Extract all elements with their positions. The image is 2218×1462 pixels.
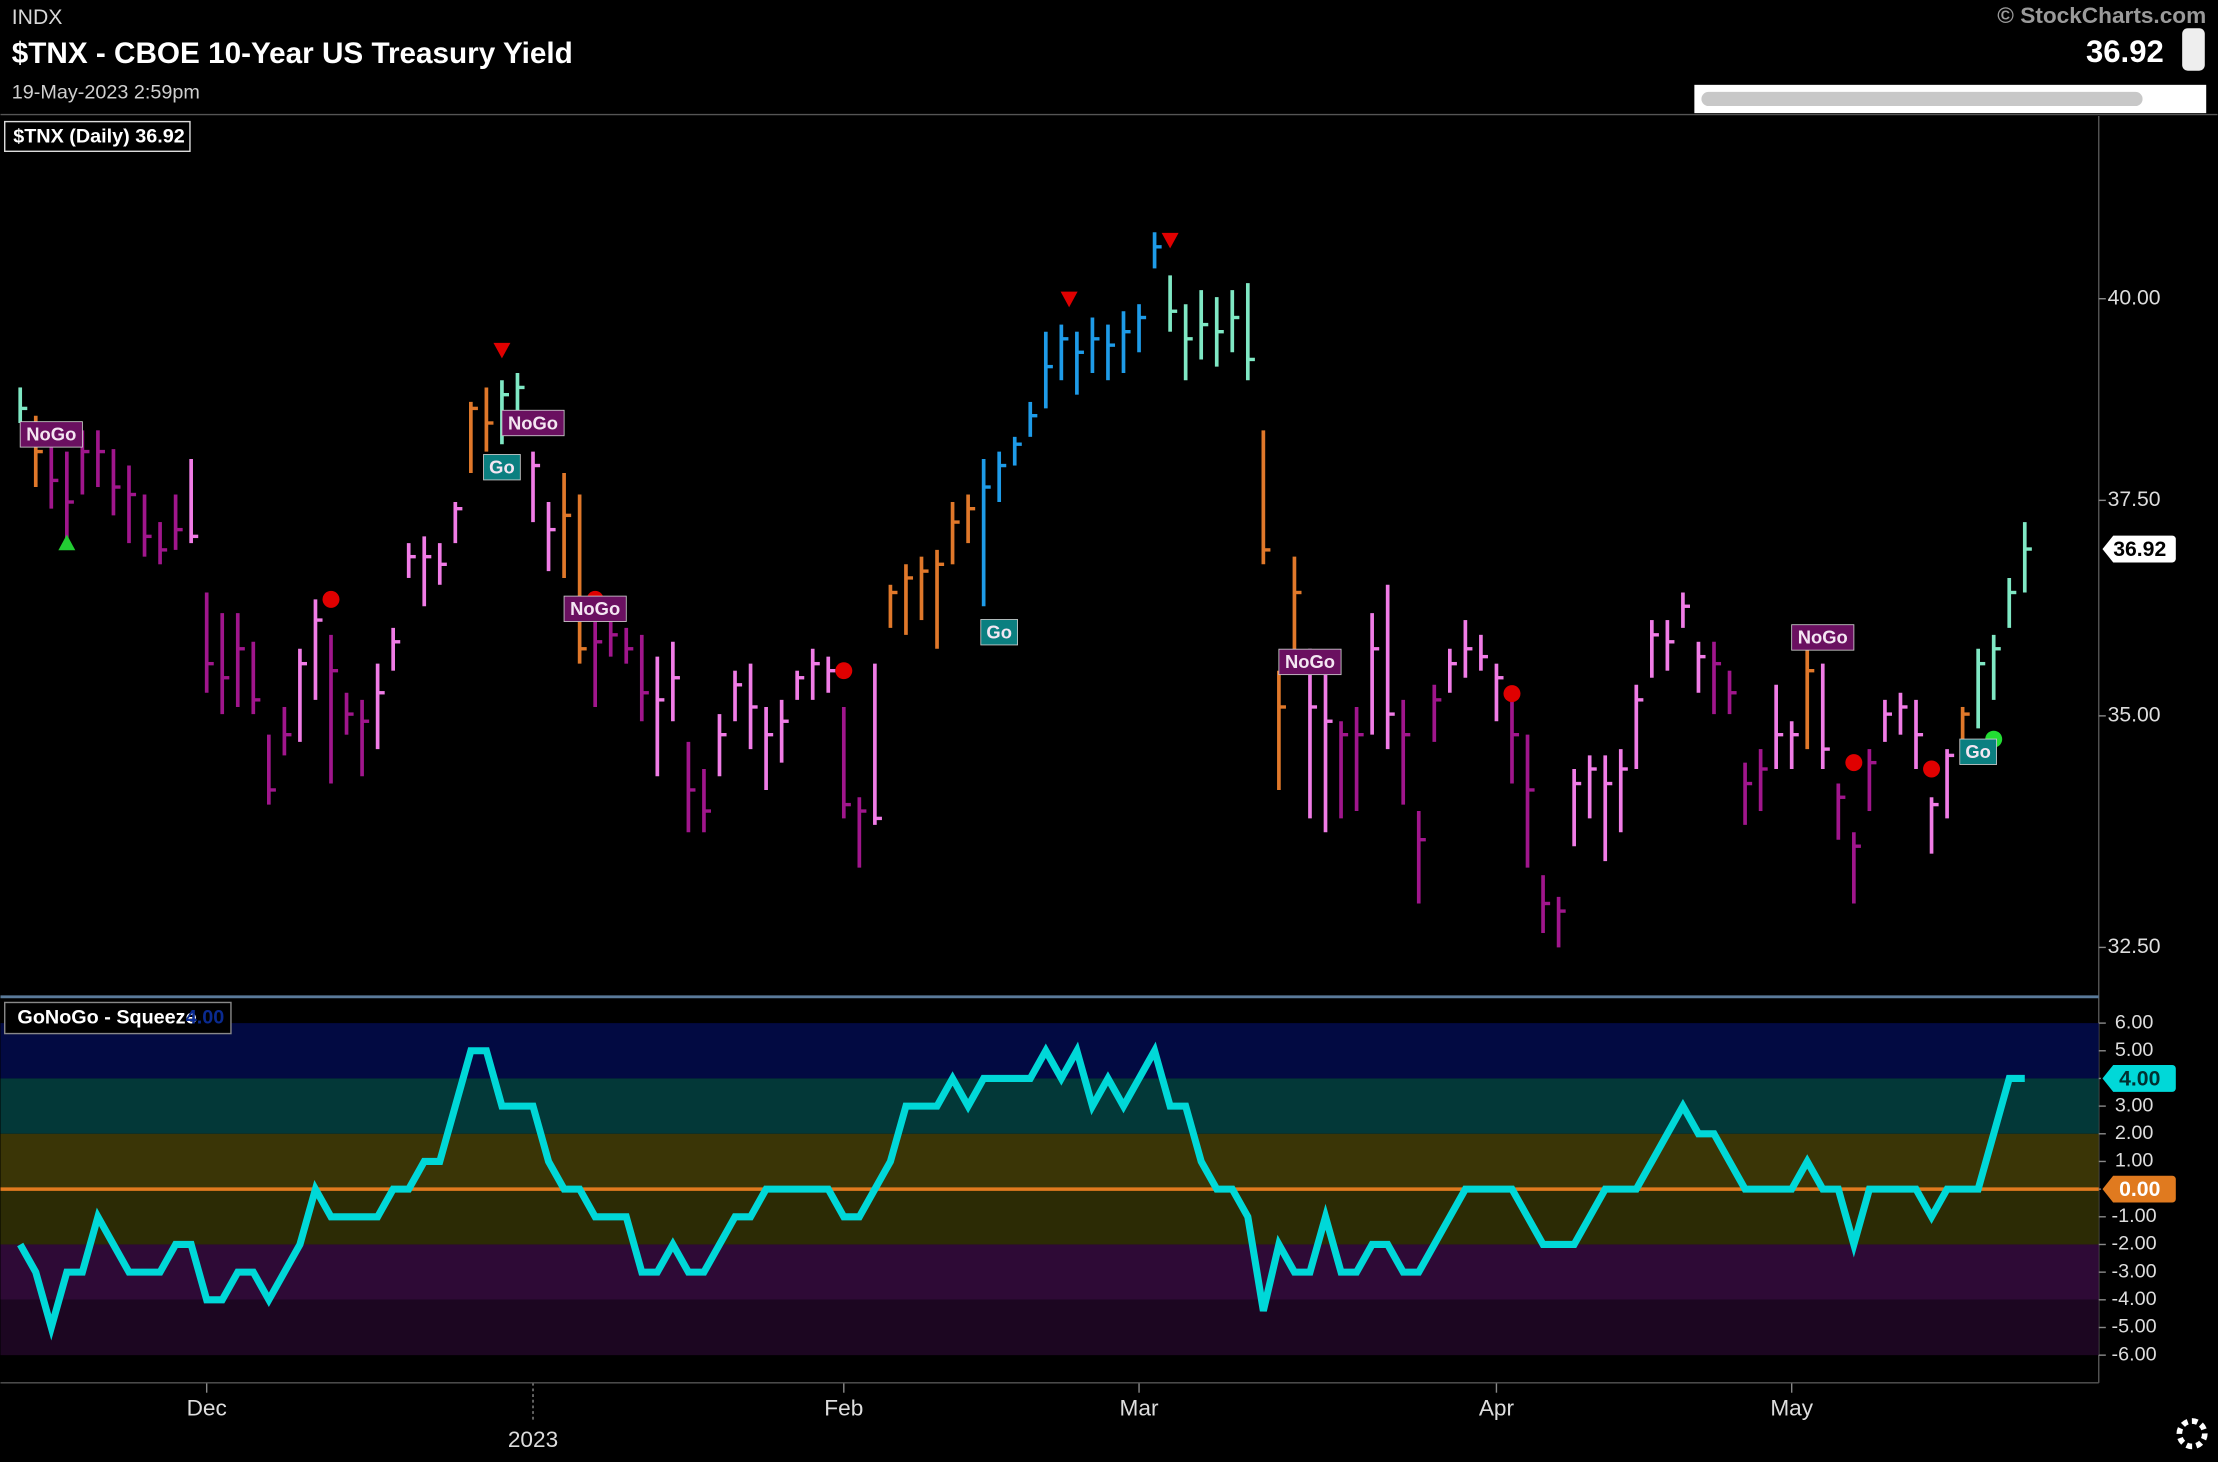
signal-label-box (501, 409, 565, 437)
source: © StockCharts.com (1997, 3, 2206, 28)
signal-label: NoGo (570, 598, 620, 619)
y-tick-label: -5.00 (2112, 1316, 2157, 1338)
signal-label-box (1791, 624, 1855, 651)
y-tick-label: -3.00 (2112, 1260, 2157, 1282)
signal-label: Go (1965, 741, 1991, 762)
y-tick-label: 1.00 (2115, 1150, 2154, 1172)
zone-band (0, 1133, 2099, 1190)
x-tick-label: 2023 (508, 1427, 558, 1452)
last-price: 36.92 (2086, 34, 2164, 69)
plot-layer: Dec 2023 Feb Mar Apr May 32.50 35.00 37.50 40.00 N… (0, 232, 2178, 1452)
signal-triangle (1060, 291, 1078, 308)
y-tick-label: -4.00 (2112, 1288, 2157, 1310)
y-tick-label: 3.00 (2115, 1094, 2154, 1116)
signal-label-box (483, 454, 521, 481)
signal-triangle (58, 534, 76, 551)
legend: GoNoGo - Squeeze (17, 1006, 196, 1028)
y-tick-label: 6.00 (2115, 1011, 2154, 1033)
y-tick-label: 40.00 (2108, 286, 2161, 309)
signal-label-box (980, 619, 1018, 646)
x-tick-label: Feb (824, 1396, 863, 1421)
legend-value: 4.00 (186, 1006, 225, 1028)
y-tick-label: -6.00 (2112, 1343, 2157, 1365)
zone-band (0, 1299, 2099, 1356)
scroll-thumb[interactable] (1701, 91, 2143, 107)
legend-box (4, 120, 191, 152)
signal-label: Go (986, 621, 1012, 642)
signal-label-box (19, 421, 83, 448)
price-tag-label: 0.00 (2119, 1178, 2160, 1201)
y-tick-label: 2.00 (2115, 1122, 2154, 1144)
signal-dot (1923, 760, 1941, 778)
exchange: INDX (12, 6, 63, 29)
signal-dot (1503, 685, 1521, 703)
signal-label: NoGo (26, 424, 76, 445)
settings-icon[interactable] (2176, 1418, 2208, 1450)
zone-band (0, 1244, 2099, 1300)
zone-band (0, 1078, 2099, 1134)
signal-label: NoGo (1798, 627, 1848, 648)
y-tick-label: -1.00 (2112, 1205, 2157, 1227)
y-tick-label: 32.50 (2108, 935, 2161, 958)
price-tag-label: 4.00 (2119, 1067, 2160, 1090)
x-tick-label: May (1770, 1396, 1813, 1421)
legend-box (4, 1001, 232, 1035)
signal-dot (322, 590, 340, 608)
signal-label: NoGo (508, 412, 558, 433)
x-tick-label: Mar (1120, 1396, 1159, 1421)
signal-dot (835, 662, 853, 680)
timestamp: 19-May-2023 2:59pm (12, 82, 200, 104)
signal-label-box (1959, 738, 1997, 765)
scrollbar[interactable] (2182, 28, 2205, 71)
price-tag (2100, 534, 2178, 564)
signal-label: NoGo (1285, 651, 1335, 672)
signal-triangle (1161, 232, 1179, 249)
y-tick-label: -2.00 (2112, 1233, 2157, 1255)
signal-label-box (1278, 648, 1342, 676)
x-tick-label: Dec (187, 1396, 227, 1421)
signal-label: Go (489, 456, 515, 477)
signal-triangle (493, 342, 511, 359)
signal-label-box (563, 595, 627, 622)
price-tag-label: 36.92 (2113, 538, 2166, 561)
price-tag (2100, 1174, 2178, 1204)
y-tick-label: 37.50 (2108, 488, 2161, 511)
legend: $TNX (Daily) 36.92 (13, 125, 185, 147)
y-tick-label: 5.00 (2115, 1039, 2154, 1061)
y-tick-label: 35.00 (2108, 703, 2161, 726)
price-tag (2100, 1063, 2178, 1094)
signal-dot (1845, 754, 1863, 772)
chart-title: $TNX - CBOE 10-Year US Treasury Yield (12, 37, 573, 70)
x-tick-label: Apr (1479, 1396, 1515, 1421)
oscillator-line (17, 1041, 2025, 1341)
